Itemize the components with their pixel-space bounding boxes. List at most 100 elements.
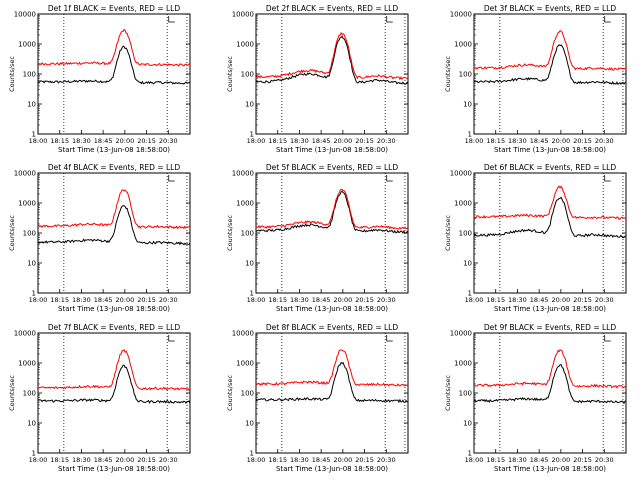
x-tick-label: 20:00 — [333, 456, 352, 464]
y-tick-label: 1000 — [454, 41, 472, 49]
x-tick-label: 18:45 — [94, 456, 113, 464]
legend-mark — [168, 335, 175, 342]
x-tick-label: 20:30 — [377, 296, 396, 304]
x-tick-label: 18:00 — [465, 456, 484, 464]
x-tick-label: 18:15 — [268, 296, 287, 304]
panel-det-9f: Det 9f BLACK = Events, RED = LLD 1 10 100 10… — [444, 323, 627, 473]
y-tick-label: 1000 — [18, 360, 36, 368]
series-events-line — [473, 44, 627, 86]
x-tick-label: 18:45 — [530, 456, 549, 464]
panel-title: Det 7f BLACK = Events, RED = LLD — [48, 323, 181, 332]
x-tick-label: 18:00 — [247, 456, 266, 464]
x-tick-label: 20:15 — [355, 137, 374, 145]
x-tick-label: 20:00 — [115, 456, 134, 464]
legend-glyph — [168, 175, 175, 182]
legend-glyph — [168, 16, 175, 23]
series-lld-line — [37, 189, 191, 230]
y-axis-label: Counts/sec — [8, 375, 16, 411]
y-tick-label: 10000 — [232, 170, 254, 178]
x-tick-label: 18:15 — [50, 296, 69, 304]
y-tick-label: 1 — [468, 450, 472, 458]
legend-glyph — [604, 175, 611, 182]
series-lld-line — [37, 349, 191, 392]
y-axis-label: Counts/sec — [8, 215, 16, 251]
y-tick-label: 100 — [459, 230, 472, 238]
x-tick-label: 20:00 — [333, 296, 352, 304]
series-events-line — [473, 364, 627, 405]
legend-glyph — [386, 335, 393, 342]
y-axis-label: Counts/sec — [444, 375, 452, 411]
y-tick-label: 10000 — [232, 330, 254, 338]
panel-title: Det 4f BLACK = Events, RED = LLD — [48, 163, 181, 172]
x-tick-label: 20:15 — [137, 137, 156, 145]
series-lld-line — [255, 188, 409, 230]
x-tick-label: 18:00 — [247, 137, 266, 145]
x-tick-label: 18:15 — [268, 137, 287, 145]
x-tick-label: 18:15 — [50, 137, 69, 145]
series-lld-line — [473, 349, 627, 389]
legend-mark — [386, 175, 393, 182]
x-axis-label: Start Time (13-Jun-08 18:58:00) — [58, 146, 170, 154]
y-tick-label: 10000 — [450, 170, 472, 178]
y-tick-label: 100 — [241, 230, 254, 238]
y-axis-label: Counts/sec — [226, 56, 234, 92]
x-axis-label: Start Time (13-Jun-08 18:58:00) — [494, 465, 606, 473]
x-tick-label: 18:45 — [312, 456, 331, 464]
y-tick-label: 1 — [468, 131, 472, 139]
y-tick-label: 1 — [250, 290, 254, 298]
series-lld-line — [37, 28, 191, 67]
x-axis-label: Start Time (13-Jun-08 18:58:00) — [276, 146, 388, 154]
x-tick-label: 20:15 — [355, 456, 374, 464]
x-tick-label: 20:30 — [377, 456, 396, 464]
series-lld-line — [473, 29, 627, 71]
x-tick-label: 20:00 — [115, 137, 134, 145]
x-tick-label: 20:15 — [573, 296, 592, 304]
panel-title: Det 1f BLACK = Events, RED = LLD — [48, 4, 181, 13]
x-tick-label: 18:45 — [94, 137, 113, 145]
x-tick-label: 18:15 — [486, 137, 505, 145]
series-events-line — [37, 45, 191, 85]
y-tick-label: 10000 — [14, 170, 36, 178]
x-tick-label: 20:30 — [377, 137, 396, 145]
x-tick-label: 18:00 — [29, 296, 48, 304]
panel-det-1f: Det 1f BLACK = Events, RED = LLD 1 10 100 10… — [8, 4, 191, 154]
x-tick-label: 18:45 — [530, 137, 549, 145]
y-tick-label: 1000 — [18, 200, 36, 208]
series-events-line — [255, 35, 409, 85]
y-tick-label: 100 — [23, 390, 36, 398]
y-tick-label: 1000 — [236, 41, 254, 49]
x-tick-label: 18:15 — [486, 296, 505, 304]
x-tick-label: 20:30 — [595, 137, 614, 145]
legend-mark — [604, 175, 611, 182]
panel-title: Det 9f BLACK = Events, RED = LLD — [484, 323, 617, 332]
y-tick-label: 1000 — [236, 200, 254, 208]
panel-title: Det 8f BLACK = Events, RED = LLD — [266, 323, 399, 332]
x-tick-label: 18:45 — [312, 137, 331, 145]
y-tick-label: 10 — [245, 101, 254, 109]
y-tick-label: 100 — [23, 71, 36, 79]
x-tick-label: 18:30 — [508, 296, 527, 304]
legend-glyph — [386, 16, 393, 23]
x-axis-label: Start Time (13-Jun-08 18:58:00) — [276, 305, 388, 313]
x-tick-label: 20:00 — [115, 296, 134, 304]
legend-mark — [604, 16, 611, 23]
x-tick-label: 20:15 — [573, 137, 592, 145]
x-tick-label: 18:30 — [290, 456, 309, 464]
panel-det-8f: Det 8f BLACK = Events, RED = LLD 1 10 100 10… — [226, 323, 409, 473]
y-tick-label: 10 — [27, 420, 36, 428]
x-tick-label: 18:15 — [486, 456, 505, 464]
panel-det-2f: Det 2f BLACK = Events, RED = LLD 1 10 100 10… — [226, 4, 409, 154]
y-tick-label: 10 — [27, 260, 36, 268]
y-tick-label: 100 — [241, 390, 254, 398]
x-tick-label: 18:00 — [465, 137, 484, 145]
x-tick-label: 20:15 — [137, 456, 156, 464]
x-tick-label: 18:30 — [508, 456, 527, 464]
x-tick-label: 18:30 — [72, 456, 91, 464]
x-axis-label: Start Time (13-Jun-08 18:58:00) — [58, 305, 170, 313]
x-tick-label: 20:30 — [159, 137, 178, 145]
x-tick-label: 18:30 — [290, 296, 309, 304]
x-tick-label: 20:00 — [551, 456, 570, 464]
y-tick-label: 1 — [32, 290, 36, 298]
x-tick-label: 18:30 — [508, 137, 527, 145]
